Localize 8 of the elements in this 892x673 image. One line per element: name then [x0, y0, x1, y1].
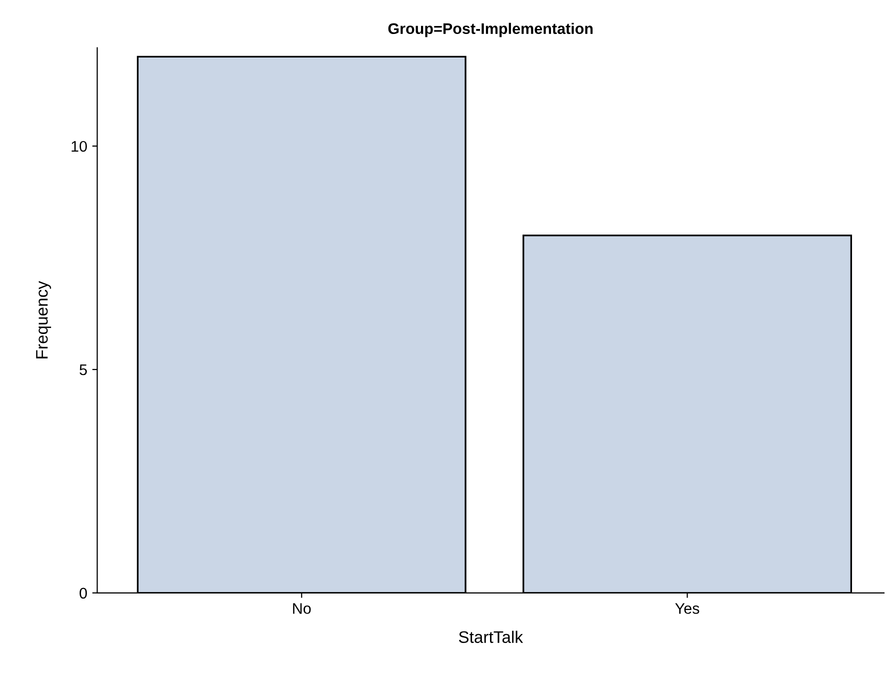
y-tick-label: 5: [80, 364, 87, 376]
x-axis-title: StartTalk: [458, 630, 524, 644]
y-tick-label: 10: [72, 140, 87, 152]
x-tick-label: Yes: [675, 603, 700, 614]
y-tick-label: 0: [80, 588, 87, 599]
chart-title: Group=Post-Implementation: [388, 22, 593, 38]
x-tick-label: No: [293, 603, 311, 614]
y-axis-title: Frequency: [36, 281, 52, 358]
